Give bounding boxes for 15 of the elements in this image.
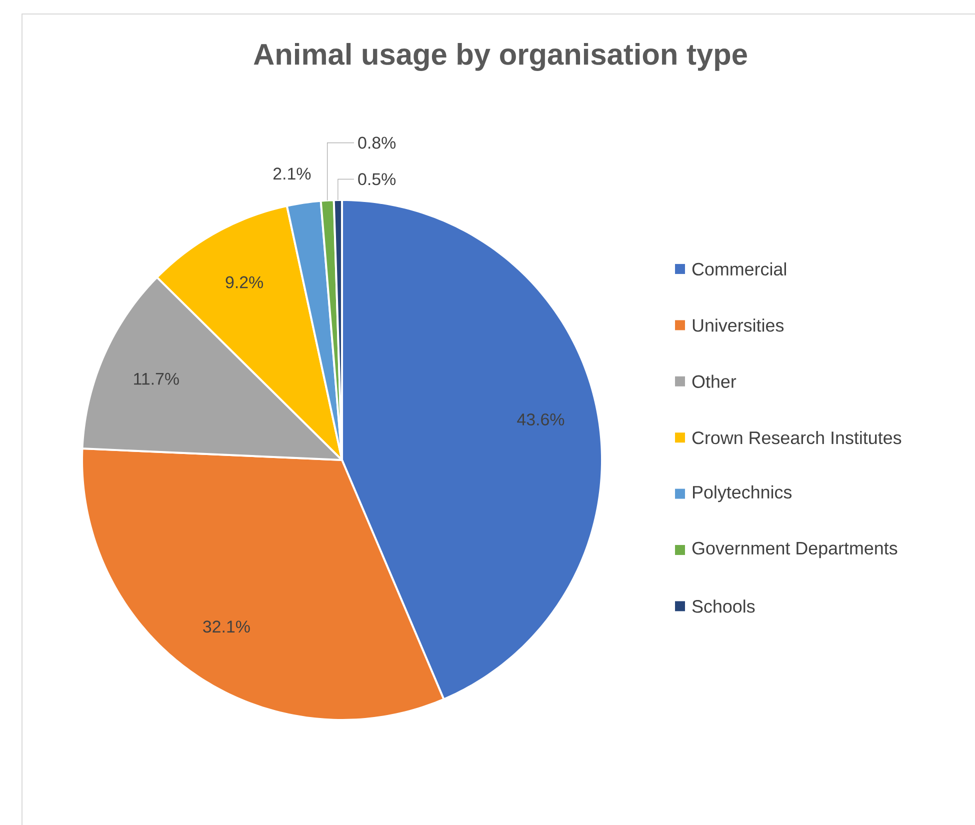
data-label: 0.5% bbox=[358, 173, 396, 186]
legend-label: Crown Research Institutes bbox=[692, 430, 902, 444]
data-label: 9.2% bbox=[226, 276, 264, 288]
data-label: 11.7% bbox=[134, 372, 179, 385]
legend-label: Polytechnics bbox=[693, 485, 792, 502]
data-label: 32.1% bbox=[203, 620, 250, 633]
legend-label: Commercial bbox=[692, 262, 786, 276]
legend-label: Other bbox=[692, 374, 736, 388]
legend-label: Schools bbox=[692, 600, 755, 613]
legend-label: Universities bbox=[692, 318, 784, 332]
data-label: 0.8% bbox=[358, 136, 396, 149]
chart-title: Animal usage by organisation type bbox=[254, 42, 747, 71]
data-label: 43.6% bbox=[517, 413, 564, 426]
legend-label: Government Departments bbox=[692, 542, 898, 558]
data-label: 2.1% bbox=[273, 168, 311, 180]
